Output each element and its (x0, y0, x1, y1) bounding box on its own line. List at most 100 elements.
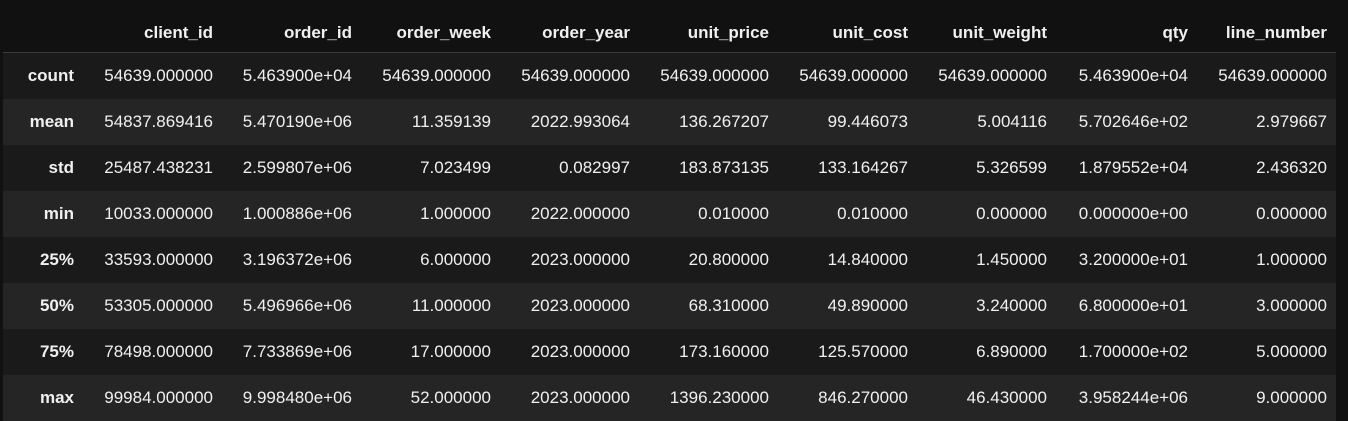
table-cell: 20.800000 (688, 250, 769, 269)
table-cell: 2.436320 (1256, 158, 1327, 177)
table-cell: 5.004116 (977, 112, 1047, 131)
table-cell: 173.160000 (679, 342, 769, 361)
table-cell: 2023.000000 (530, 388, 630, 407)
table-cell: 136.267207 (679, 112, 769, 131)
column-header-unit-price: unit_price (639, 13, 778, 53)
table-cell: 54639.000000 (938, 66, 1047, 85)
column-header-order-year: order_year (500, 13, 639, 53)
column-header-order-id: order_id (222, 13, 361, 53)
table-cell: 5.463900e+04 (1078, 66, 1188, 85)
table-cell: 3.000000 (1256, 296, 1327, 315)
table-cell: 53305.000000 (104, 296, 213, 315)
row-index-label: max (39, 388, 74, 407)
table-cell: 2022.993064 (530, 112, 630, 131)
table-cell: 46.430000 (966, 388, 1047, 407)
table-cell: 1.000886e+06 (242, 204, 352, 223)
table-cell: 99.446073 (827, 112, 908, 131)
column-header-line-number: line_number (1197, 13, 1336, 53)
table-cell: 1396.230000 (669, 388, 769, 407)
column-header-unit-cost: unit_cost (778, 13, 917, 53)
table-cell: 54639.000000 (104, 66, 213, 85)
table-row: max 99984.000000 9.998480e+06 52.000000 2023… (3, 375, 1336, 421)
column-header-order-week: order_week (361, 13, 500, 53)
table-cell: 0.000000e+00 (1078, 204, 1188, 223)
table-cell: 7.023499 (420, 158, 491, 177)
column-header-client-id: client_id (83, 13, 222, 53)
table-cell: 54639.000000 (521, 66, 630, 85)
table-cell: 1.879552e+04 (1078, 158, 1188, 177)
table-cell: 9.998480e+06 (242, 388, 352, 407)
table-cell: 7.733869e+06 (242, 342, 352, 361)
table-cell: 1.450000 (976, 250, 1047, 269)
table-cell: 10033.000000 (104, 204, 213, 223)
table-cell: 125.570000 (818, 342, 908, 361)
row-index-label: 25% (39, 250, 74, 269)
table-cell: 0.010000 (698, 204, 769, 223)
row-index-label: min (43, 204, 74, 223)
table-cell: 0.082997 (559, 158, 630, 177)
index-header-cell (3, 13, 83, 53)
table-cell: 49.890000 (827, 296, 908, 315)
column-header-qty: qty (1056, 13, 1197, 53)
table-cell: 33593.000000 (104, 250, 213, 269)
table-cell: 133.164267 (818, 158, 908, 177)
table-cell: 2023.000000 (530, 342, 630, 361)
row-index-label: count (27, 66, 74, 85)
table-row: 25% 33593.000000 3.196372e+06 6.000000 2023.… (3, 237, 1336, 283)
table-cell: 5.326599 (976, 158, 1047, 177)
table-cell: 2022.000000 (530, 204, 630, 223)
table-cell: 11.000000 (411, 296, 491, 315)
row-index-label: 75% (39, 342, 74, 361)
table-cell: 2.979667 (1256, 112, 1327, 131)
row-index-label: std (48, 158, 75, 177)
table-cell: 0.000000 (976, 204, 1047, 223)
table-cell: 9.000000 (1256, 388, 1327, 407)
table-cell: 0.010000 (837, 204, 908, 223)
table-row: 75% 78498.000000 7.733869e+06 17.000000 2023… (3, 329, 1336, 375)
column-header-unit-weight: unit_weight (917, 13, 1056, 53)
table-cell: 846.270000 (818, 388, 908, 407)
table-row: 50% 53305.000000 5.496966e+06 11.000000 2023… (3, 283, 1336, 329)
table-cell: 14.840000 (827, 250, 908, 269)
table-cell: 5.702646e+02 (1078, 112, 1188, 131)
table-cell: 6.000000 (420, 250, 491, 269)
table-cell: 78498.000000 (104, 342, 213, 361)
describe-dataframe-table: client_id order_id order_week order_year… (3, 13, 1336, 421)
table-cell: 17.000000 (410, 342, 491, 361)
table-cell: 25487.438231 (104, 158, 213, 177)
table-body: count 54639.000000 5.463900e+04 54639.00000… (3, 52, 1336, 421)
table-cell: 54837.869416 (104, 112, 213, 131)
row-index-label: mean (29, 112, 74, 131)
table-cell: 6.890000 (976, 342, 1047, 361)
table-cell: 5.463900e+04 (242, 66, 352, 85)
table-cell: 5.496966e+06 (242, 296, 352, 315)
table-cell: 2.599807e+06 (242, 158, 352, 177)
table-cell: 99984.000000 (104, 388, 213, 407)
table-row: std 25487.438231 2.599807e+06 7.023499 0.082… (3, 145, 1336, 191)
table-cell: 3.196372e+06 (242, 250, 352, 269)
table-cell: 2023.000000 (530, 250, 630, 269)
table-cell: 54639.000000 (660, 66, 769, 85)
table-cell: 183.873135 (679, 158, 769, 177)
table-cell: 52.000000 (410, 388, 491, 407)
table-cell: 54639.000000 (1218, 66, 1327, 85)
table-cell: 1.000000 (1256, 250, 1327, 269)
table-cell: 1.000000 (420, 204, 491, 223)
row-index-label: 50% (39, 296, 74, 315)
table-cell: 5.000000 (1256, 342, 1327, 361)
table-cell: 5.470190e+06 (242, 112, 352, 131)
table-cell: 3.958244e+06 (1078, 388, 1188, 407)
table-header: client_id order_id order_week order_year… (3, 13, 1336, 53)
table-cell: 1.700000e+02 (1078, 342, 1188, 361)
table-cell: 2023.000000 (530, 296, 630, 315)
table-cell: 0.000000 (1256, 204, 1327, 223)
table-row: mean 54837.869416 5.470190e+06 11.359139 202… (3, 99, 1336, 145)
table-cell: 54639.000000 (799, 66, 908, 85)
table-cell: 54639.000000 (382, 66, 491, 85)
table-cell: 6.800000e+01 (1078, 296, 1188, 315)
table-cell: 11.359139 (411, 112, 491, 131)
table-cell: 68.310000 (688, 296, 769, 315)
table-cell: 3.200000e+01 (1078, 250, 1188, 269)
table-row: count 54639.000000 5.463900e+04 54639.00000… (3, 52, 1336, 99)
